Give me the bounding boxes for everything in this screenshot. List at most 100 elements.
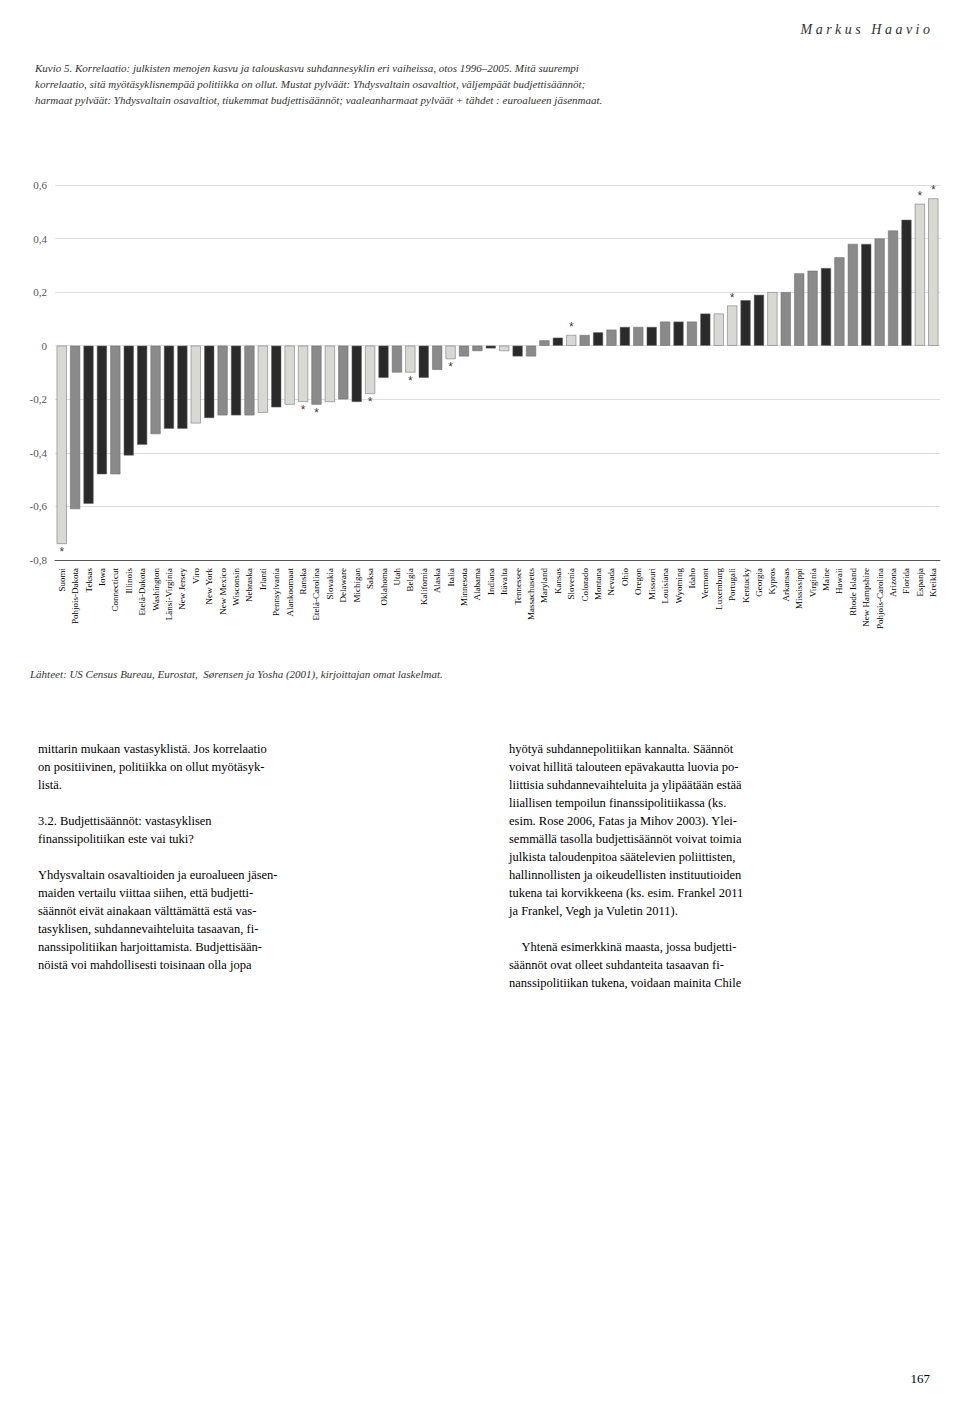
svg-text:*: * — [314, 406, 319, 420]
svg-text:Belgia: Belgia — [405, 568, 415, 592]
svg-text:liittisia suhdannevaihteluita: liittisia suhdannevaihteluita ja ylipäät… — [509, 778, 742, 792]
svg-text:Tennessee: Tennessee — [513, 568, 523, 605]
svg-text:Etelä-Carolina: Etelä-Carolina — [311, 568, 321, 620]
svg-text:liiallisen tempoilun finanssip: liiallisen tempoilun finanssipolitiikass… — [509, 796, 726, 810]
svg-text:Maryland: Maryland — [539, 568, 549, 603]
svg-text:*: * — [448, 360, 453, 374]
svg-text:Yhdysvaltain osavaltioiden ja: Yhdysvaltain osavaltioiden ja euroalueen… — [38, 868, 278, 882]
svg-text:harmaat pylväät: Yhdysvaltain: harmaat pylväät: Yhdysvaltain osavaltiot… — [35, 94, 602, 106]
svg-text:Oklahoma: Oklahoma — [379, 568, 389, 606]
svg-text:tasyklisen, suhdannevaihteluit: tasyklisen, suhdannevaihteluita tasaavan… — [38, 922, 258, 936]
svg-text:Washington: Washington — [151, 568, 161, 611]
svg-text:Saksa: Saksa — [365, 568, 375, 589]
svg-text:Slovakia: Slovakia — [325, 568, 335, 600]
svg-text:Etelä-Dakota: Etelä-Dakota — [137, 568, 147, 615]
svg-text:New York: New York — [204, 568, 214, 605]
svg-text:nanssipolitiikan tukena, voida: nanssipolitiikan tukena, voidaan mainita… — [509, 976, 742, 990]
svg-text:0,2: 0,2 — [33, 286, 47, 298]
svg-text:Nebraska: Nebraska — [244, 568, 254, 602]
svg-text:Virginia: Virginia — [808, 568, 818, 597]
svg-text:-0,6: -0,6 — [30, 500, 48, 512]
svg-text:*: * — [918, 189, 923, 203]
svg-text:0: 0 — [42, 340, 48, 352]
svg-text:Portugali: Portugali — [727, 568, 737, 601]
svg-text:Pennsylvania: Pennsylvania — [271, 568, 281, 616]
svg-text:M a r k u s H a a v i o: M a r k u s H a a v i o — [800, 22, 931, 37]
svg-text:New Hampshire: New Hampshire — [861, 568, 871, 627]
svg-text:Mississippi: Mississippi — [794, 568, 804, 610]
svg-text:Oregon: Oregon — [633, 568, 643, 595]
svg-text:Irlanti: Irlanti — [258, 568, 268, 590]
svg-text:Ranska: Ranska — [298, 568, 308, 595]
svg-text:167: 167 — [911, 1371, 931, 1386]
svg-text:mittarin mukaan vastasyklistä.: mittarin mukaan vastasyklistä. Jos korre… — [38, 742, 267, 756]
svg-text:ja Frankel, Vegh ja Vuletin 20: ja Frankel, Vegh ja Vuletin 2011). — [508, 904, 678, 918]
svg-text:0,4: 0,4 — [33, 233, 47, 245]
svg-text:Vermont: Vermont — [700, 568, 710, 599]
svg-text:Nevada: Nevada — [606, 568, 616, 595]
svg-text:maiden vertailu viittaa siihen: maiden vertailu viittaa siihen, että bud… — [38, 886, 253, 900]
svg-text:Alabama: Alabama — [472, 568, 482, 600]
svg-text:semmällä tasolla budjettisäänn: semmällä tasolla budjettisäännöt voivat … — [509, 832, 742, 846]
svg-text:finanssipolitiikan este vai tu: finanssipolitiikan este vai tuki? — [38, 832, 194, 846]
svg-text:esim. Rose 2006, Fatas ja Miho: esim. Rose 2006, Fatas ja Mihov 2003). Y… — [509, 814, 737, 828]
svg-text:on positiivinen, politiikka on: on positiivinen, politiikka on ollut myö… — [38, 760, 264, 774]
svg-text:hallinnollisten ja oikeudellis: hallinnollisten ja oikeudellisten instit… — [509, 868, 742, 882]
svg-text:Pohjois-Dakota: Pohjois-Dakota — [70, 568, 80, 624]
svg-text:Wyoming: Wyoming — [674, 568, 684, 604]
svg-text:-0,8: -0,8 — [30, 554, 48, 566]
svg-text:*: * — [368, 395, 373, 409]
svg-text:New Jersey: New Jersey — [177, 568, 187, 610]
svg-text:Missouri: Missouri — [647, 568, 657, 601]
svg-text:Indiana: Indiana — [486, 568, 496, 595]
svg-text:säännöt eivät ainakaan välttäm: säännöt eivät ainakaan välttämättä estä … — [38, 904, 256, 918]
svg-text:Kreikka: Kreikka — [928, 568, 938, 597]
svg-text:Colorado: Colorado — [580, 568, 590, 602]
svg-text:Florida: Florida — [901, 568, 911, 594]
svg-text:Maine: Maine — [821, 568, 831, 591]
svg-text:Lähteet: US Census Bureau, Eur: Lähteet: US Census Bureau, Eurostat, Sør… — [29, 668, 443, 681]
svg-text:Yhtenä esimerkkinä maasta, jos: Yhtenä esimerkkinä maasta, jossa budjett… — [509, 940, 736, 954]
svg-text:julkista taloudenpitoa säätele: julkista taloudenpitoa säätelevien polii… — [508, 850, 735, 864]
svg-text:Illinois: Illinois — [124, 568, 134, 594]
svg-text:New Mexico: New Mexico — [218, 568, 228, 615]
svg-text:Itävalta: Itävalta — [499, 568, 509, 595]
svg-text:*: * — [301, 403, 306, 417]
svg-text:Pohjois-Carolina: Pohjois-Carolina — [875, 568, 885, 629]
svg-text:Iowa: Iowa — [97, 568, 107, 586]
svg-text:0,6: 0,6 — [33, 179, 47, 191]
svg-text:Slovenia: Slovenia — [566, 568, 576, 600]
svg-text:korrelaatio, sitä myötäsyklisn: korrelaatio, sitä myötäsyklisnempää poli… — [35, 78, 585, 90]
svg-text:Länsi-Virginia: Länsi-Virginia — [164, 568, 174, 620]
svg-text:Arizona: Arizona — [888, 568, 898, 597]
svg-text:Connecticut: Connecticut — [110, 568, 120, 612]
svg-text:Ohio: Ohio — [620, 568, 630, 587]
svg-text:Suomi: Suomi — [57, 568, 67, 592]
svg-text:Hawaii: Hawaii — [834, 568, 844, 594]
svg-text:Rhode Island: Rhode Island — [848, 568, 858, 616]
svg-text:*: * — [408, 374, 413, 388]
svg-text:Espanja: Espanja — [915, 568, 925, 597]
svg-text:Michigan: Michigan — [352, 568, 362, 603]
svg-text:Kypros: Kypros — [767, 568, 777, 595]
svg-text:Delaware: Delaware — [338, 568, 348, 602]
svg-text:-0,4: -0,4 — [30, 447, 48, 459]
svg-text:Utah: Utah — [392, 568, 402, 586]
svg-text:Kentucky: Kentucky — [741, 568, 751, 603]
svg-text:*: * — [931, 183, 936, 197]
svg-text:Georgia: Georgia — [754, 568, 764, 597]
svg-text:Kansas: Kansas — [553, 568, 563, 594]
svg-text:voivat hillitä talouteen epäva: voivat hillitä talouteen epävakautta luo… — [509, 760, 738, 774]
svg-text:Alaska: Alaska — [432, 568, 442, 593]
svg-text:tukena tai korvikkeena (ks. es: tukena tai korvikkeena (ks. esim. Franke… — [509, 886, 743, 900]
svg-text:*: * — [59, 545, 64, 559]
svg-text:Kalifornia: Kalifornia — [419, 568, 429, 605]
svg-text:Viro: Viro — [191, 568, 201, 584]
svg-text:Montana: Montana — [593, 568, 603, 600]
svg-text:Luxemburg: Luxemburg — [714, 568, 724, 610]
svg-text:Massachusetts: Massachusetts — [526, 568, 536, 620]
svg-text:3.2. Budjettisäännöt: vastasyk: 3.2. Budjettisäännöt: vastasyklisen — [38, 814, 212, 828]
svg-text:Minnesota: Minnesota — [459, 568, 469, 606]
svg-text:nöistä voi mahdollisesti toisi: nöistä voi mahdollisesti toisinaan olla … — [38, 958, 252, 972]
svg-text:Teksas: Teksas — [84, 568, 94, 593]
